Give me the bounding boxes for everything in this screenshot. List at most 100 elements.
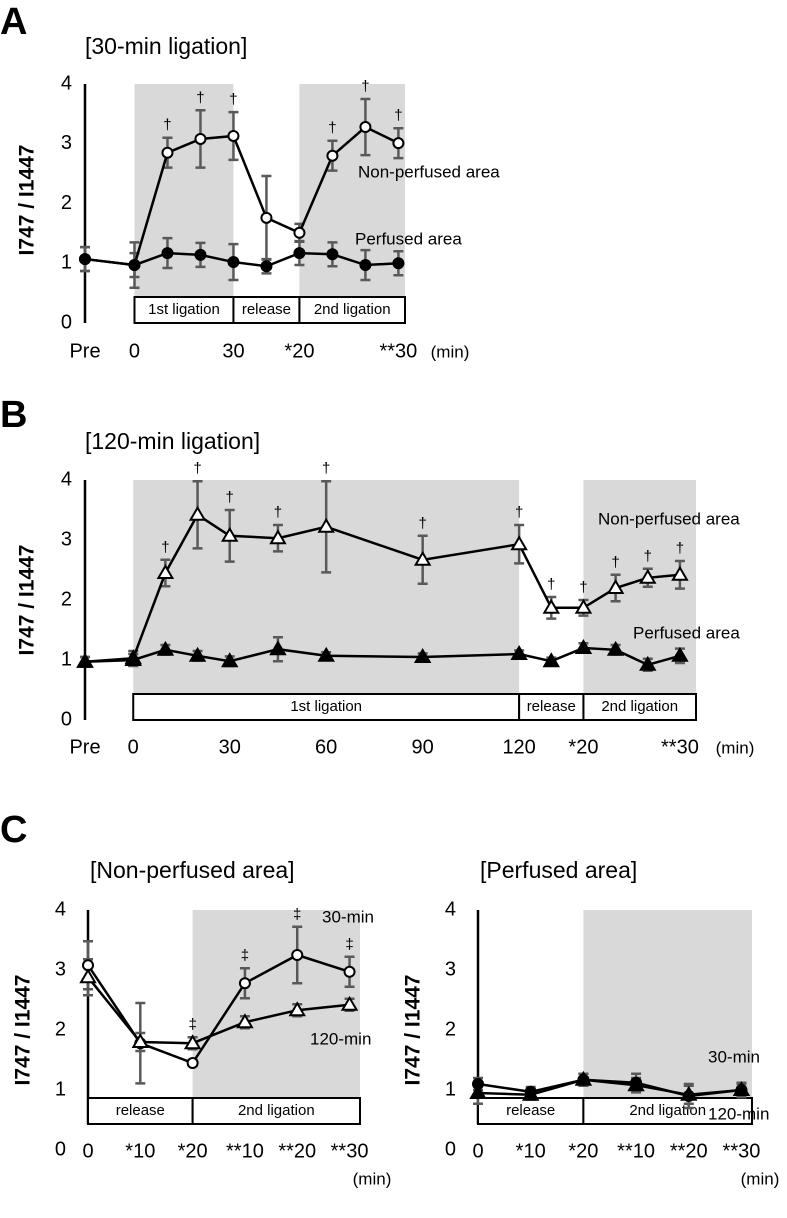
marker: [671, 565, 689, 581]
marker: [291, 949, 304, 961]
marker: [521, 1085, 540, 1101]
marker: [156, 564, 175, 579]
marker: [732, 1081, 751, 1096]
panel-letter: B: [0, 394, 27, 436]
significance-mark: †: [676, 540, 684, 557]
significance-mark: †: [611, 554, 619, 571]
y-tick-label: 1: [61, 648, 72, 670]
y-tick-label: 2: [61, 192, 72, 214]
series-label: 120-min: [708, 1104, 769, 1123]
significance-mark: ‡: [293, 906, 301, 923]
x-tick-label: **10: [617, 1140, 655, 1162]
significance-mark: †: [226, 489, 234, 506]
significance-mark: †: [328, 120, 336, 137]
marker: [131, 1033, 150, 1048]
significance-mark: †: [229, 91, 237, 108]
marker: [359, 259, 372, 272]
marker: [627, 1076, 645, 1092]
marker: [469, 1084, 487, 1099]
marker: [269, 640, 287, 656]
marker: [220, 652, 239, 668]
significance-mark: †: [394, 107, 402, 124]
marker: [288, 1001, 306, 1017]
y-tick-label: 4: [445, 898, 456, 920]
marker: [606, 579, 625, 594]
marker: [574, 639, 593, 654]
marker: [392, 257, 405, 270]
y-tick-label: 0: [61, 708, 72, 730]
marker: [510, 645, 528, 660]
x-tick-label: *10: [125, 1140, 155, 1162]
marker: [260, 211, 273, 224]
marker: [227, 129, 240, 142]
marker: [161, 247, 174, 260]
y-tick-label: 2: [445, 1018, 456, 1040]
marker: [124, 651, 142, 666]
phase-box: [191, 1097, 361, 1125]
marker: [413, 648, 432, 663]
y-tick-label: 3: [445, 958, 456, 980]
y-tick-label: 1: [55, 1078, 66, 1100]
y-tick-label: 4: [61, 468, 72, 490]
phase-box: [298, 296, 406, 324]
marker: [220, 526, 239, 542]
x-tick-label: **30: [661, 736, 699, 758]
y-tick-label: 2: [61, 588, 72, 610]
marker: [269, 529, 287, 545]
marker: [542, 598, 561, 614]
marker: [194, 248, 207, 261]
marker: [392, 137, 405, 150]
x-tick-label: *20: [178, 1140, 208, 1162]
x-tick-label: 60: [315, 736, 337, 758]
chart-title: [Perfused area]: [480, 857, 637, 883]
x-tick-label: **30: [723, 1140, 761, 1162]
marker: [343, 965, 356, 978]
marker: [317, 517, 335, 533]
marker: [79, 968, 97, 984]
marker: [359, 121, 372, 134]
significance-mark: ‡: [345, 936, 353, 953]
marker: [326, 149, 339, 162]
significance-mark: †: [322, 460, 330, 477]
phase-label: release: [527, 698, 576, 715]
marker: [186, 1057, 199, 1069]
x-tick-label: 30: [219, 736, 241, 758]
x-tick-label: *20: [284, 340, 314, 362]
x-tick-label: 0: [128, 736, 139, 758]
phase-label: 2nd ligation: [629, 1102, 706, 1119]
x-tick-label: **30: [331, 1140, 369, 1162]
marker: [606, 640, 625, 656]
significance-mark: †: [196, 89, 204, 106]
y-tick-label: 0: [55, 1138, 66, 1160]
phase-box: [518, 693, 585, 721]
y-tick-label: 3: [61, 528, 72, 550]
marker: [574, 1070, 593, 1086]
series-line: [477, 1078, 742, 1097]
series-label: 120-min: [310, 1029, 371, 1048]
y-tick-label: 0: [61, 311, 72, 333]
series-label: 30-min: [322, 907, 374, 926]
phase-label: 2nd ligation: [314, 301, 391, 318]
x-axis-label: (min): [716, 738, 755, 757]
marker: [183, 1034, 202, 1050]
x-tick-label: *20: [568, 736, 598, 758]
chart-title: [Non-perfused area]: [90, 857, 295, 883]
marker: [671, 646, 689, 662]
significance-mark: †: [161, 539, 169, 556]
x-tick-label: 120: [502, 736, 535, 758]
series-label: Perfused area: [355, 229, 462, 248]
y-axis-label: I747 / I1447: [16, 545, 39, 656]
y-axis-label: I747 / I1447: [16, 145, 39, 256]
phase-label: 2nd ligation: [601, 698, 678, 715]
marker: [194, 132, 207, 145]
x-tick-label: Pre: [69, 736, 100, 758]
marker: [161, 146, 174, 159]
significance-mark: †: [163, 117, 171, 134]
shaded-region: [583, 910, 752, 1124]
y-tick-label: 1: [61, 252, 72, 274]
significance-mark: †: [274, 504, 282, 521]
significance-mark: †: [579, 579, 587, 596]
shaded-region: [192, 910, 360, 1124]
significance-mark: †: [361, 78, 369, 95]
chart-title: [30-min ligation]: [85, 33, 247, 59]
